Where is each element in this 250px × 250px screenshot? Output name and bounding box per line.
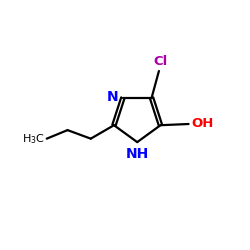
- Text: NH: NH: [126, 148, 149, 162]
- Text: N: N: [107, 90, 118, 104]
- Text: $\mathrm{H_3C}$: $\mathrm{H_3C}$: [22, 132, 45, 145]
- Text: OH: OH: [192, 118, 214, 130]
- Text: Cl: Cl: [153, 55, 167, 68]
